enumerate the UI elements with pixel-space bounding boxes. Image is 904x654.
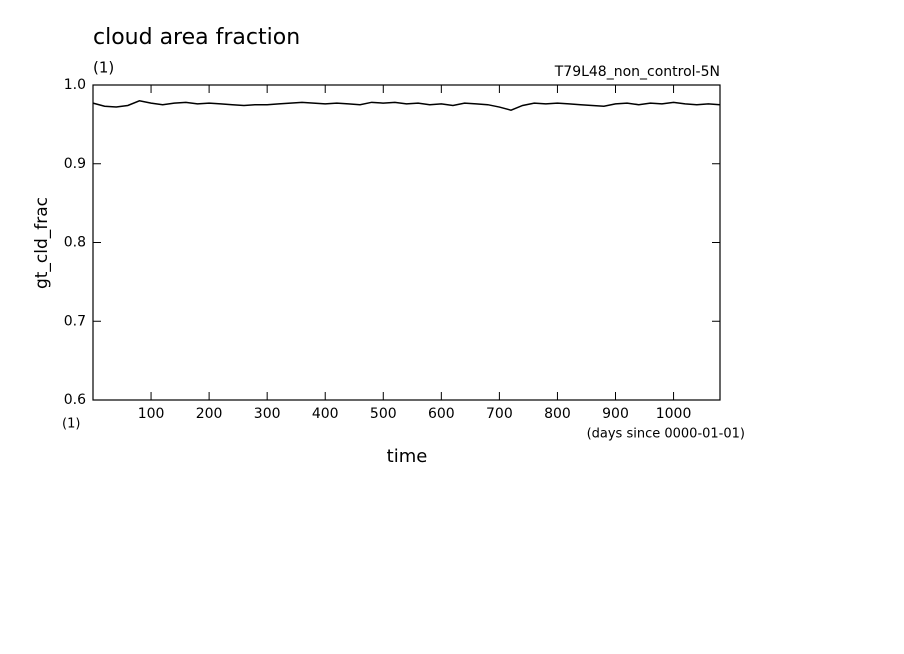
- x-tick-label: 900: [602, 406, 629, 422]
- data-line: [92, 99, 721, 111]
- x-tick-label: 200: [196, 406, 223, 422]
- plot-frame: [92, 84, 721, 401]
- subtitle: (1): [93, 59, 114, 77]
- x-tick-label: 1000: [656, 406, 692, 422]
- x-tick-label: 700: [486, 406, 513, 422]
- y-tick-label: 1.0: [64, 77, 86, 93]
- y-units: (1): [62, 417, 80, 432]
- chart-title: cloud area fraction: [93, 25, 300, 50]
- y-tick-label: 0.7: [64, 313, 86, 329]
- x-tick-label: 600: [428, 406, 455, 422]
- y-tick-label: 0.8: [64, 235, 86, 251]
- x-axis-label: time: [387, 446, 428, 467]
- y-tick-label: 0.9: [64, 156, 86, 172]
- x-tick-label: 800: [544, 406, 571, 422]
- x-tick-label: 500: [370, 406, 397, 422]
- run-label: T79L48_non_control-5N: [554, 64, 720, 80]
- x-units: (days since 0000-01-01): [587, 427, 745, 442]
- x-tick-label: 400: [312, 406, 339, 422]
- y-tick-label: 0.6: [64, 392, 86, 408]
- y-axis-label: gt_cld_frac: [32, 197, 52, 289]
- x-tick-label: 300: [254, 406, 281, 422]
- x-tick-label: 100: [138, 406, 165, 422]
